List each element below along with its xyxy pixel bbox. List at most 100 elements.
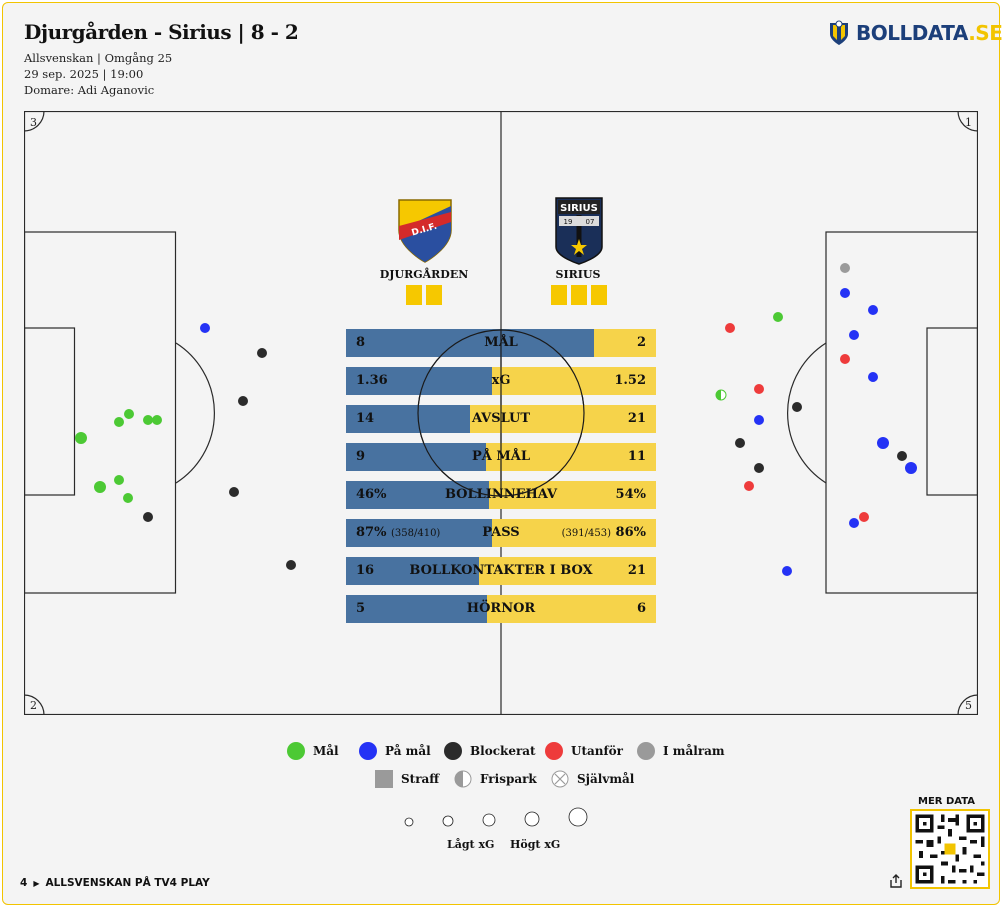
bolldata-logo[interactable]: BOLLDATA.SE	[828, 20, 1003, 46]
shot-on-target[interactable]	[754, 415, 764, 425]
share-icon[interactable]	[888, 873, 904, 889]
low-xg-label: Lågt xG	[447, 838, 495, 851]
corner-count-bottom-left: 2	[30, 699, 37, 712]
shot-goal[interactable]	[114, 417, 124, 427]
qr-code[interactable]	[910, 809, 990, 889]
shot-blocked[interactable]	[897, 451, 907, 461]
shot-goal[interactable]	[75, 432, 87, 444]
shot-woodwork[interactable]	[840, 263, 850, 273]
own-goal-cross-icon	[551, 770, 569, 788]
shot-blocked[interactable]	[286, 560, 296, 570]
stat-row-corners: 5 HÖRNOR 6	[346, 595, 656, 623]
off-target-dot-icon	[545, 742, 563, 760]
goal-dot-icon	[287, 742, 305, 760]
shot-on-target[interactable]	[200, 323, 210, 333]
shot-off-target[interactable]	[744, 481, 754, 491]
on-target-dot-icon	[359, 742, 377, 760]
home-team-name: DJURGÅRDEN	[379, 268, 469, 281]
shot-off-target[interactable]	[859, 512, 869, 522]
woodwork-dot-icon	[637, 742, 655, 760]
corner-count-top-right: 1	[965, 116, 972, 129]
shot-blocked[interactable]	[257, 348, 267, 358]
corner-arc-tr	[957, 111, 978, 132]
stat-row-on-target: 9 PÅ MÅL 11	[346, 443, 656, 471]
bolldata-wordmark: BOLLDATA.SE	[856, 21, 1003, 45]
corner-count-top-left: 3	[30, 116, 37, 129]
away-team-name: SIRIUS	[555, 268, 601, 281]
shot-on-target[interactable]	[849, 518, 859, 528]
free-kick-half-icon	[454, 770, 472, 788]
legend-free-kick: Frispark	[454, 770, 537, 788]
shot-blocked[interactable]	[754, 463, 764, 473]
referee: Domare: Adi Aganovic	[24, 83, 155, 97]
shot-markers	[75, 263, 917, 576]
penalty-square-icon	[375, 770, 393, 788]
shot-blocked[interactable]	[792, 402, 802, 412]
shot-goal[interactable]	[124, 409, 134, 419]
svg-text:07: 07	[586, 218, 595, 226]
left-penalty-area	[24, 231, 177, 594]
footer-text: ALLSVENSKAN PÅ TV4 PLAY	[45, 877, 210, 889]
corner-arc-tl	[24, 111, 45, 132]
right-goal-area	[926, 327, 978, 496]
play-icon: ▶	[33, 878, 40, 888]
corner-count-bottom-right: 5	[965, 699, 972, 712]
shot-goal[interactable]	[152, 415, 162, 425]
bolldata-shield-icon	[830, 20, 848, 45]
shot-on-target[interactable]	[849, 330, 859, 340]
shot-blocked[interactable]	[143, 512, 153, 522]
yellow-card-icon	[426, 285, 442, 305]
shot-on-target[interactable]	[782, 566, 792, 576]
shot-goal-freekick[interactable]	[715, 389, 727, 401]
svg-text:19: 19	[564, 218, 573, 226]
corner-arc-bl	[24, 694, 45, 715]
legend-woodwork: I målram	[637, 742, 725, 760]
blocked-dot-icon	[444, 742, 462, 760]
shot-on-target[interactable]	[868, 305, 878, 315]
left-penalty-arc	[175, 342, 216, 484]
shot-goal[interactable]	[123, 493, 133, 503]
shot-on-target[interactable]	[877, 437, 889, 449]
legend-off-target: Utanför	[545, 742, 623, 760]
competition-round: Allsvenskan | Omgång 25	[24, 51, 173, 65]
right-penalty-arc	[786, 342, 827, 484]
high-xg-label: Högt xG	[510, 838, 561, 851]
shot-goal[interactable]	[114, 475, 124, 485]
match-datetime: 29 sep. 2025 | 19:00	[24, 67, 144, 81]
shot-blocked[interactable]	[229, 487, 239, 497]
star-icon	[571, 239, 587, 255]
footer-link[interactable]: 4 ▶ ALLSVENSKAN PÅ TV4 PLAY	[20, 877, 210, 889]
legend-goal: Mål	[287, 742, 339, 760]
corner-arc-br	[957, 694, 978, 715]
stat-row-passes: 87% (358/410) PASS (391/453) 86%	[346, 519, 656, 547]
left-goal-area	[24, 327, 76, 496]
yellow-card-icon	[571, 285, 587, 305]
shot-blocked[interactable]	[735, 438, 745, 448]
stat-row-box-touches: 16 BOLLKONTAKTER I BOX 21	[346, 557, 656, 585]
match-title: Djurgården - Sirius | 8 - 2	[24, 20, 299, 44]
djurgarden-badge: D.I.F.	[398, 199, 452, 263]
sirius-badge-text: SIRIUS	[560, 203, 598, 214]
shot-off-target[interactable]	[725, 323, 735, 333]
shot-off-target[interactable]	[840, 354, 850, 364]
shot-on-target[interactable]	[840, 288, 850, 298]
sirius-badge: SIRIUS 19 07	[555, 197, 603, 265]
right-penalty-area	[825, 231, 978, 594]
yellow-card-icon	[591, 285, 607, 305]
legend-blocked: Blockerat	[444, 742, 536, 760]
stat-row-xg: 1.36 xG 1.52	[346, 367, 656, 395]
shot-blocked[interactable]	[238, 396, 248, 406]
yellow-card-icon	[406, 285, 422, 305]
more-data-label: MER DATA	[918, 796, 976, 807]
shot-on-target[interactable]	[868, 372, 878, 382]
shot-goal[interactable]	[773, 312, 783, 322]
shot-on-target[interactable]	[905, 462, 917, 474]
shot-off-target[interactable]	[754, 384, 764, 394]
shot-goal[interactable]	[94, 481, 106, 493]
yellow-card-icon	[551, 285, 567, 305]
xg-size-scale	[404, 807, 588, 827]
rank-number: 4	[20, 877, 28, 889]
legend-penalty: Straff	[375, 770, 439, 788]
stat-row-possession: 46% BOLLINNEHAV 54%	[346, 481, 656, 509]
shot-goal[interactable]	[143, 415, 153, 425]
